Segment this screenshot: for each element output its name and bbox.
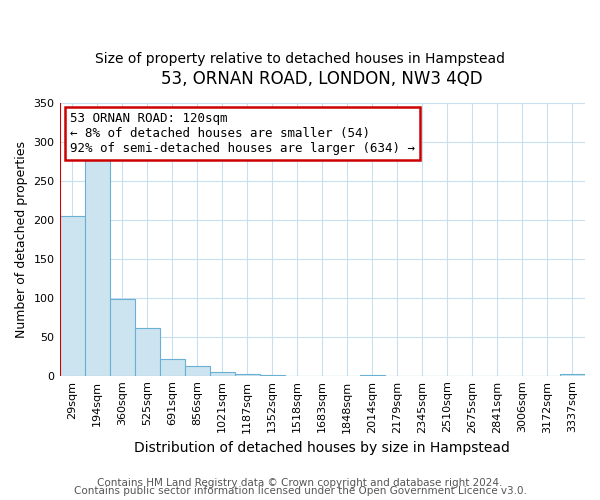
Bar (110, 300, 134, 376)
Bar (160, 360, 185, 376)
Y-axis label: Number of detached properties: Number of detached properties (15, 141, 28, 338)
Bar (185, 366, 209, 376)
Bar (360, 375, 385, 376)
Title: 53, ORNAN ROAD, LONDON, NW3 4QD: 53, ORNAN ROAD, LONDON, NW3 4QD (161, 70, 483, 88)
Text: Contains HM Land Registry data © Crown copyright and database right 2024.: Contains HM Land Registry data © Crown c… (97, 478, 503, 488)
X-axis label: Distribution of detached houses by size in Hampstead: Distribution of detached houses by size … (134, 441, 510, 455)
Bar (134, 328, 160, 376)
Bar (59, 216, 85, 376)
Text: Size of property relative to detached houses in Hampstead: Size of property relative to detached ho… (95, 52, 505, 66)
Bar (85, 150, 110, 376)
Bar (560, 374, 585, 376)
Text: Contains public sector information licensed under the Open Government Licence v3: Contains public sector information licen… (74, 486, 526, 496)
Bar (235, 374, 260, 376)
Bar (260, 375, 285, 376)
Text: 53 ORNAN ROAD: 120sqm
← 8% of detached houses are smaller (54)
92% of semi-detac: 53 ORNAN ROAD: 120sqm ← 8% of detached h… (70, 112, 415, 154)
Bar (209, 372, 235, 376)
